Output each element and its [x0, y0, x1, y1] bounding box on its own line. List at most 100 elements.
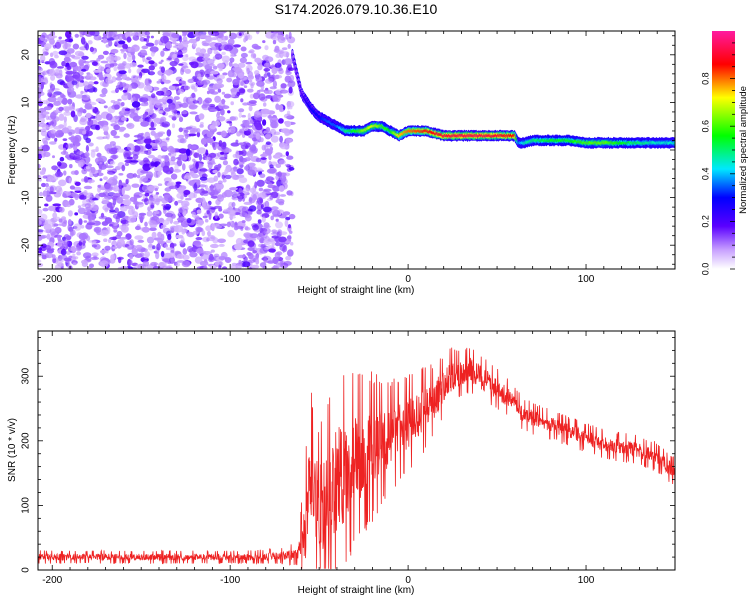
noise-blob: [263, 222, 270, 228]
noise-blob: [137, 239, 145, 243]
noise-blob: [193, 192, 197, 199]
noise-blob: [129, 62, 137, 68]
noise-blob: [140, 175, 149, 182]
noise-blob: [136, 107, 140, 111]
x-tick-label: -200: [42, 575, 62, 586]
y-tick-label: 0: [21, 147, 32, 153]
noise-blob: [139, 97, 149, 103]
noise-blob: [209, 264, 217, 269]
noise-blob: [148, 197, 155, 202]
noise-blob: [280, 83, 287, 89]
noise-blob: [124, 110, 130, 117]
noise-blob: [232, 78, 240, 86]
noise-blob: [38, 92, 42, 99]
noise-blob: [110, 254, 115, 261]
noise-blob: [140, 120, 150, 127]
noise-blob: [279, 243, 287, 252]
noise-blob: [110, 129, 117, 137]
y-tick-label: 20: [21, 49, 32, 61]
noise-blob: [102, 50, 109, 56]
noise-blob: [80, 68, 87, 72]
noise-blob: [202, 215, 208, 219]
noise-blob: [168, 185, 178, 190]
noise-blob: [268, 74, 275, 82]
noise-blob: [264, 148, 273, 156]
noise-blob: [210, 249, 215, 253]
noise-blob: [60, 151, 69, 155]
noise-blob: [170, 147, 176, 154]
noise-blob: [228, 32, 237, 40]
noise-blob: [83, 81, 89, 87]
noise-blob: [147, 185, 155, 192]
noise-blob: [156, 80, 161, 84]
noise-blob: [259, 247, 269, 254]
y-tick-label: 0: [21, 567, 32, 573]
noise-blob: [178, 63, 184, 66]
noise-blob: [112, 34, 120, 40]
noise-blob: [255, 157, 262, 163]
noise-blob: [74, 181, 81, 186]
noise-blob: [280, 178, 288, 185]
noise-blob: [168, 85, 177, 91]
noise-blob: [154, 117, 158, 121]
noise-blob: [78, 218, 83, 226]
noise-blob: [173, 169, 182, 173]
noise-blob: [196, 131, 201, 138]
noise-blob: [63, 111, 72, 116]
noise-blob: [166, 129, 172, 137]
noise-blob: [53, 101, 61, 106]
noise-blob: [243, 194, 247, 199]
noise-blob: [129, 112, 139, 119]
noise-blob: [121, 94, 129, 101]
noise-blob: [200, 253, 210, 260]
noise-blob: [130, 74, 138, 82]
noise-blob: [265, 176, 274, 182]
noise-blob: [178, 116, 184, 123]
noise-blob: [66, 251, 71, 255]
noise-blob: [84, 130, 93, 137]
noise-blob: [207, 177, 216, 183]
noise-blob: [69, 247, 77, 252]
noise-blob: [226, 120, 232, 124]
noise-blob: [87, 84, 93, 89]
noise-blob: [144, 31, 151, 36]
noise-blob: [285, 69, 291, 73]
noise-blob: [39, 191, 44, 197]
noise-blob: [38, 100, 43, 107]
noise-blob: [243, 232, 252, 238]
noise-blob: [74, 127, 80, 134]
noise-blob: [59, 69, 63, 77]
noise-blob: [286, 83, 292, 87]
noise-blob: [67, 98, 73, 105]
noise-blob: [100, 99, 106, 105]
noise-blob: [38, 67, 44, 72]
noise-blob: [78, 233, 87, 241]
noise-blob: [229, 187, 238, 191]
noise-blob: [152, 265, 160, 269]
noise-blob: [72, 262, 77, 266]
noise-blob: [255, 259, 260, 265]
noise-blob: [73, 223, 82, 231]
noise-blob: [129, 108, 135, 114]
noise-blob: [231, 201, 236, 208]
noise-blob: [178, 127, 183, 133]
noise-blob: [45, 115, 50, 121]
noise-blob: [58, 50, 68, 56]
noise-blob: [210, 243, 219, 249]
noise-blob: [56, 66, 64, 69]
noise-blob: [176, 217, 185, 222]
noise-blob: [103, 130, 109, 136]
noise-blob: [243, 85, 248, 88]
noise-blob: [272, 154, 281, 159]
noise-blob: [99, 93, 107, 98]
noise-blob: [272, 209, 281, 217]
noise-blob: [188, 233, 194, 237]
noise-blob: [44, 219, 53, 226]
noise-blob: [160, 118, 165, 123]
noise-blob: [79, 59, 84, 67]
noise-blob: [70, 110, 76, 118]
noise-blob: [252, 224, 259, 231]
noise-blob: [270, 121, 279, 129]
noise-blob: [57, 241, 63, 247]
noise-blob: [97, 184, 101, 188]
